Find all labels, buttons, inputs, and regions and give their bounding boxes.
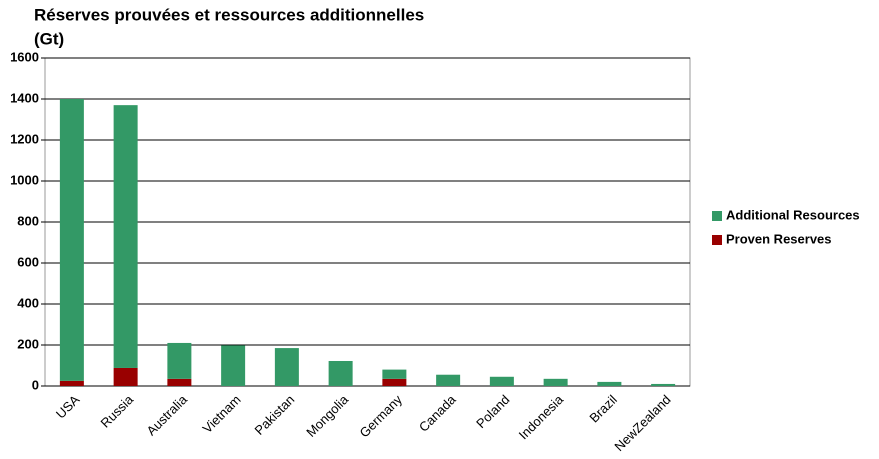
- x-tick-label: Russia: [97, 391, 136, 430]
- x-tick-label: Indonesia: [516, 391, 567, 442]
- x-tick-label: NewZealand: [611, 392, 673, 454]
- y-tick-label: 200: [17, 336, 39, 351]
- y-tick-label: 600: [17, 254, 39, 269]
- bar-segment: [59, 99, 84, 381]
- bar-segment: [328, 360, 353, 386]
- x-tick-label: Brazil: [586, 392, 620, 426]
- y-tick-label: 800: [17, 213, 39, 228]
- y-tick-label: 400: [17, 295, 39, 310]
- chart-title: Réserves prouvées et ressources addition…: [34, 5, 424, 24]
- y-tick-label: 0: [32, 377, 39, 392]
- bar-segment: [221, 345, 246, 386]
- y-tick-label: 1200: [10, 131, 39, 146]
- x-tick-label: Pakistan: [252, 392, 298, 438]
- bar-segment: [597, 381, 622, 386]
- x-tick-label: Australia: [144, 391, 191, 438]
- bar-segment: [113, 105, 138, 368]
- x-tick-label: USA: [53, 392, 83, 422]
- bar-segment: [436, 374, 461, 386]
- bar-segment: [59, 380, 84, 386]
- bar-segment: [113, 367, 138, 386]
- bar-segment: [382, 378, 407, 386]
- bar-segment: [651, 383, 676, 386]
- x-tick-label: Mongolia: [303, 391, 351, 439]
- bar-segment: [489, 376, 514, 386]
- chart-subtitle: (Gt): [34, 29, 64, 48]
- bar-segment: [382, 369, 407, 379]
- x-tick-label: Poland: [473, 392, 512, 431]
- x-tick-label: Vietnam: [200, 392, 244, 436]
- legend-label: Proven Reserves: [726, 231, 832, 246]
- legend-swatch: [712, 211, 722, 221]
- legend-label: Additional Resources: [726, 207, 860, 222]
- legend-swatch: [712, 235, 722, 245]
- x-tick-label: Canada: [416, 391, 459, 434]
- y-tick-label: 1000: [10, 172, 39, 187]
- y-tick-label: 1400: [10, 90, 39, 105]
- bar-segment: [167, 342, 192, 379]
- bar-segment: [543, 378, 568, 386]
- y-tick-label: 1600: [10, 49, 39, 64]
- bar-segment: [274, 348, 299, 386]
- bar-segment: [167, 378, 192, 386]
- x-tick-label: Germany: [357, 392, 406, 441]
